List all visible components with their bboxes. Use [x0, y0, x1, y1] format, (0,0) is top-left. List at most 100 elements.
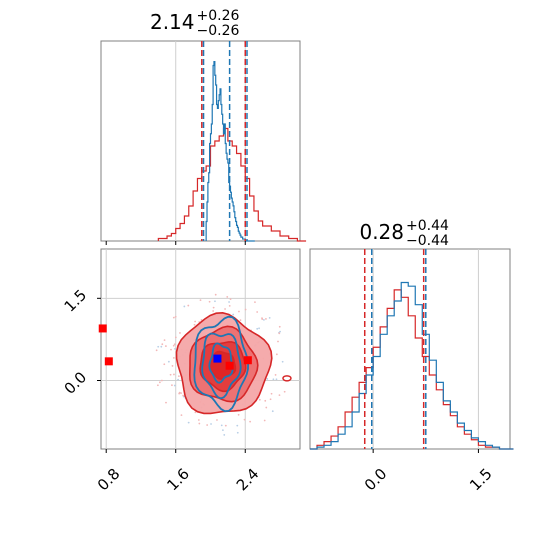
sample-point [171, 384, 173, 387]
sample-point [258, 398, 261, 401]
y-tick-label: 0.0 [61, 368, 91, 398]
sample-point [187, 421, 190, 424]
sample-point [275, 353, 278, 356]
blue-histogram [205, 61, 255, 242]
x-tick-label: 0.0 [361, 465, 391, 495]
sample-point [171, 365, 174, 367]
sample-point [206, 424, 209, 426]
sample-point [228, 304, 231, 307]
sample-point [281, 360, 284, 363]
sample-point [174, 315, 177, 318]
truth-marker [104, 357, 113, 366]
sample-point [236, 424, 239, 427]
panel-top-title: 2.14 +0.26−0.26 [150, 8, 240, 39]
sample-point [278, 332, 281, 335]
sample-point [232, 313, 235, 316]
sample-point [265, 406, 268, 409]
sample-point [170, 348, 172, 351]
sample-point [173, 373, 175, 376]
panel-right-title: 0.28 +0.44−0.44 [359, 218, 449, 249]
sample-point [155, 349, 158, 352]
sample-point [177, 378, 179, 381]
sample-point [279, 330, 281, 333]
truth-marker [243, 356, 252, 365]
sample-point [200, 318, 203, 321]
y-tick-label: 1.5 [61, 286, 91, 316]
sample-point [157, 345, 160, 348]
blue-contour-level [201, 332, 242, 400]
sample-point [220, 424, 223, 427]
sample-point [238, 310, 240, 313]
sample-point [265, 318, 267, 320]
red-contour-island [282, 375, 292, 382]
sample-point [270, 392, 273, 395]
sample-point [212, 310, 215, 312]
sample-point [173, 384, 176, 387]
red-histogram [157, 127, 307, 242]
title-value: 2.14 [150, 10, 195, 34]
sample-point [160, 345, 163, 348]
sample-point [182, 394, 185, 397]
sample-point [243, 418, 246, 421]
truth-marker [213, 354, 222, 363]
sample-point [187, 304, 190, 307]
sample-point [194, 411, 197, 414]
title-lower-error: −0.44 [406, 233, 449, 249]
sample-point [263, 419, 266, 422]
sample-point [263, 318, 265, 321]
sample-point [169, 373, 172, 376]
sample-point [163, 339, 166, 341]
sample-point [199, 299, 202, 302]
sample-point [167, 360, 170, 363]
title-value: 0.28 [359, 220, 404, 244]
panel-right-histogram: 0.0 1.5 [309, 248, 514, 495]
sample-point [224, 308, 226, 310]
truth-marker [225, 361, 234, 370]
panel-top-histogram [100, 40, 307, 245]
sample-point [229, 298, 232, 300]
sample-point [214, 300, 216, 303]
sample-point [258, 327, 260, 330]
sample-point [172, 357, 175, 359]
red-histogram [310, 289, 514, 450]
sample-point [236, 431, 239, 434]
sample-point [283, 390, 286, 393]
sample-point [223, 434, 226, 436]
sample-point [264, 399, 267, 402]
x-tick-label: 0.8 [94, 465, 124, 495]
title-upper-error: +0.44 [406, 218, 449, 234]
sample-point [244, 308, 247, 311]
sample-point [278, 394, 281, 397]
sample-point [228, 301, 230, 303]
x-tick-label: 1.6 [163, 465, 193, 495]
sample-point [237, 413, 240, 416]
sample-point [216, 419, 218, 421]
sample-point [261, 318, 264, 321]
sample-point [249, 420, 252, 423]
sample-point [256, 311, 259, 313]
sample-point [272, 378, 275, 381]
blue-contour-level [208, 342, 234, 384]
sample-point [193, 323, 196, 326]
sample-point [165, 401, 167, 404]
sample-point [177, 375, 180, 378]
sample-point [172, 344, 175, 347]
sample-point [194, 320, 197, 323]
panel-contour: 0.8 1.6 2.4 0.0 1.5 [61, 248, 301, 495]
sample-point [161, 379, 163, 382]
panel-frame [309, 248, 511, 450]
sample-point [197, 419, 200, 421]
sample-point [173, 343, 176, 346]
sample-point [266, 378, 269, 380]
sample-point [254, 301, 256, 304]
sample-point [158, 381, 161, 384]
truth-marker [98, 324, 107, 333]
sample-point [210, 423, 212, 425]
sample-point [172, 316, 175, 319]
sample-point [212, 306, 215, 309]
sample-point [275, 378, 278, 381]
sample-point [208, 300, 211, 303]
sample-point [226, 296, 229, 298]
sample-point [221, 429, 224, 432]
